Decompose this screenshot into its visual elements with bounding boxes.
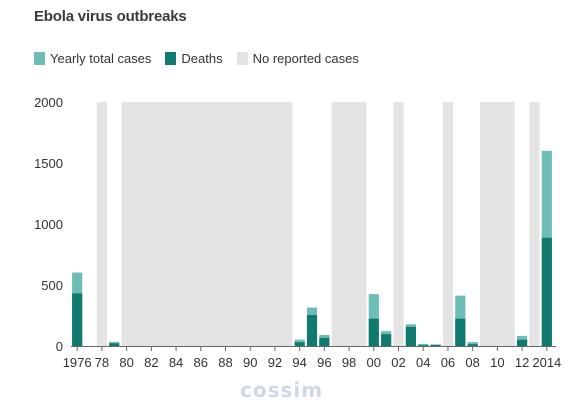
y-tick-label: 1500 (34, 156, 63, 171)
bar-deaths (430, 344, 441, 346)
bar-deaths (306, 315, 318, 346)
y-tick-label: 500 (41, 278, 63, 293)
x-tick-label: 78 (95, 355, 109, 370)
x-tick-label: 02 (391, 355, 405, 370)
x-tick-label: 84 (169, 355, 183, 370)
bar-deaths (517, 339, 528, 346)
legend-item-deaths: Deaths (165, 50, 223, 66)
x-tick-label: 04 (416, 355, 430, 370)
legend-item-total: Yearly total cases (34, 51, 151, 66)
legend-item-none: No reported cases (236, 50, 359, 66)
x-tick-label: 96 (317, 355, 331, 370)
x-tick-label: 12 (515, 355, 529, 370)
x-tick-label: 06 (441, 355, 455, 370)
x-tick-label: 2014 (532, 355, 561, 370)
no-cases-band (393, 102, 404, 346)
no-cases-band (529, 102, 540, 346)
y-tick-label: 0 (56, 339, 63, 354)
bar-deaths (418, 345, 429, 346)
chart-legend: Yearly total cases Deaths No reported ca… (34, 50, 373, 66)
bar-deaths (381, 334, 392, 346)
bar-deaths (319, 337, 330, 346)
y-tick-label: 2000 (34, 95, 63, 110)
y-tick-label: 1000 (34, 217, 63, 232)
x-tick-label: 88 (218, 355, 232, 370)
x-tick-label: 80 (119, 355, 133, 370)
legend-swatch-total (34, 51, 45, 65)
x-tick-label: 92 (268, 355, 282, 370)
bar-deaths (368, 318, 379, 346)
legend-label-deaths: Deaths (181, 50, 223, 66)
x-tick-label: 00 (367, 355, 381, 370)
x-tick-label: 82 (144, 355, 158, 370)
no-cases-band (121, 102, 293, 346)
bar-deaths (294, 342, 305, 346)
watermark-logo: cossim (240, 378, 324, 402)
chart-title: Ebola virus outbreaks (34, 8, 187, 25)
bar-deaths (541, 237, 552, 346)
bar-deaths (109, 343, 120, 346)
bar-deaths (467, 344, 478, 346)
bar-deaths (405, 326, 416, 346)
no-cases-band (96, 102, 107, 346)
x-tick-label: 86 (194, 355, 208, 370)
bar-deaths (72, 293, 83, 346)
bar-total-cases (418, 343, 429, 346)
no-cases-band (442, 102, 454, 346)
legend-swatch-deaths (165, 51, 177, 65)
x-tick-label: 94 (292, 355, 306, 370)
legend-label-none: No reported cases (252, 50, 359, 66)
bar-deaths (455, 318, 466, 346)
no-cases-band (479, 102, 515, 346)
x-tick-label: 90 (243, 355, 257, 370)
x-tick-label: 1976 (63, 355, 92, 370)
x-tick-label: 08 (465, 355, 479, 370)
no-cases-band (331, 102, 367, 346)
legend-swatch-none (236, 51, 248, 65)
x-tick-label: 98 (342, 355, 356, 370)
x-tick-label: 10 (490, 355, 504, 370)
legend-label-total: Yearly total cases (50, 50, 152, 66)
bar-total-cases (467, 342, 478, 346)
